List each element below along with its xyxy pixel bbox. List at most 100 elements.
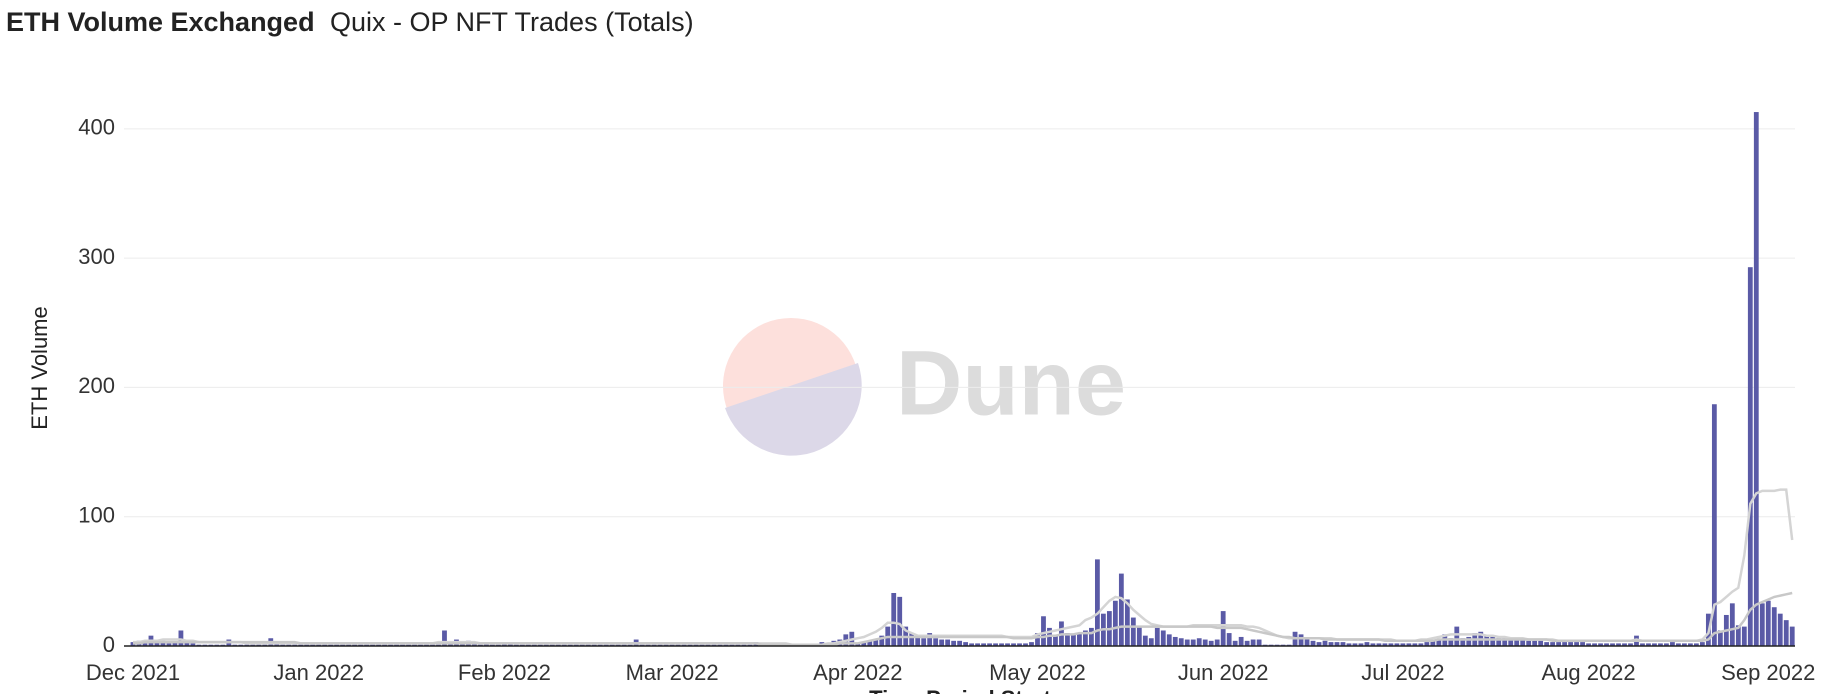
bar bbox=[909, 633, 915, 646]
bar bbox=[442, 630, 447, 646]
bar bbox=[1160, 630, 1166, 646]
bar bbox=[1340, 642, 1346, 646]
y-tick-label: 0 bbox=[103, 632, 115, 657]
bar bbox=[166, 643, 172, 646]
bar bbox=[897, 596, 903, 646]
bar bbox=[1412, 643, 1418, 646]
bar bbox=[1094, 559, 1100, 646]
bar bbox=[987, 643, 992, 646]
x-axis-label: Time Period Start bbox=[869, 686, 1051, 694]
bar bbox=[1616, 643, 1621, 646]
bar bbox=[160, 640, 166, 646]
x-tick-label: Jan 2022 bbox=[273, 660, 364, 685]
bar bbox=[1508, 639, 1514, 646]
bar bbox=[1190, 639, 1196, 646]
bar bbox=[1202, 639, 1208, 646]
bar bbox=[1490, 636, 1496, 646]
x-tick-label: Jun 2022 bbox=[1178, 660, 1269, 685]
x-tick-label: Feb 2022 bbox=[458, 660, 551, 685]
bar bbox=[1664, 643, 1669, 646]
bar bbox=[142, 643, 148, 646]
bar bbox=[1454, 626, 1460, 646]
bar bbox=[1166, 634, 1172, 646]
bar bbox=[1532, 640, 1538, 646]
bar bbox=[1118, 573, 1124, 646]
bar bbox=[891, 592, 897, 646]
bar bbox=[1208, 640, 1214, 646]
bar bbox=[501, 643, 507, 646]
bar bbox=[472, 643, 477, 646]
bar bbox=[999, 643, 1004, 646]
bar bbox=[1448, 638, 1454, 646]
bar bbox=[1077, 633, 1082, 646]
bar bbox=[915, 636, 921, 646]
bar bbox=[1789, 626, 1795, 646]
bar bbox=[1130, 617, 1136, 646]
bar bbox=[1364, 642, 1370, 646]
bar bbox=[969, 643, 974, 646]
chart-subtitle: Quix - OP NFT Trades (Totals) bbox=[330, 7, 694, 37]
line bbox=[133, 488, 1794, 646]
bar bbox=[1089, 627, 1094, 646]
bar bbox=[1310, 640, 1316, 646]
bar bbox=[1334, 642, 1340, 646]
bar bbox=[1747, 267, 1753, 646]
bar bbox=[1556, 642, 1562, 646]
bar bbox=[1652, 643, 1657, 646]
bar bbox=[1436, 639, 1442, 646]
bar bbox=[1352, 643, 1358, 646]
bar bbox=[1418, 643, 1424, 646]
bar bbox=[1154, 627, 1160, 646]
bar bbox=[1148, 638, 1154, 646]
bar bbox=[190, 643, 196, 646]
bar bbox=[1460, 638, 1466, 646]
bar bbox=[1430, 640, 1436, 646]
bar bbox=[1226, 633, 1232, 646]
bar bbox=[873, 639, 879, 646]
bar bbox=[1502, 638, 1508, 646]
bar bbox=[1592, 643, 1597, 646]
bar bbox=[1394, 643, 1400, 646]
x-tick-label: Aug 2022 bbox=[1541, 660, 1635, 685]
bar bbox=[1717, 630, 1723, 646]
bar bbox=[1586, 643, 1591, 646]
bar bbox=[1693, 643, 1699, 646]
bar bbox=[1244, 640, 1250, 646]
x-tick-label: Dec 2021 bbox=[86, 660, 180, 685]
bar bbox=[1688, 643, 1693, 646]
bar bbox=[879, 635, 885, 646]
bar bbox=[1112, 600, 1118, 646]
bar bbox=[1053, 635, 1058, 646]
bar bbox=[1011, 643, 1016, 646]
bar bbox=[1136, 626, 1142, 646]
bar bbox=[1232, 640, 1238, 646]
bar bbox=[927, 633, 933, 646]
bar bbox=[1658, 643, 1663, 646]
x-tick-label: May 2022 bbox=[989, 660, 1086, 685]
bar bbox=[1568, 642, 1573, 646]
bar bbox=[178, 630, 184, 646]
bar bbox=[1346, 643, 1352, 646]
x-tick-label: Jul 2022 bbox=[1361, 660, 1444, 685]
y-tick-label: 100 bbox=[78, 503, 115, 528]
bar bbox=[1214, 639, 1220, 646]
watermark-logo-part bbox=[725, 363, 862, 456]
bar bbox=[1526, 640, 1532, 646]
bar bbox=[1538, 640, 1544, 646]
bar bbox=[1370, 643, 1376, 646]
bar bbox=[1622, 643, 1627, 646]
bar bbox=[1316, 642, 1322, 646]
y-tick-label: 200 bbox=[78, 373, 115, 398]
bar bbox=[1238, 636, 1244, 646]
watermark-text: Dune bbox=[896, 332, 1126, 434]
bar bbox=[1184, 639, 1190, 646]
bar bbox=[867, 640, 873, 646]
bar bbox=[1005, 643, 1010, 646]
bar bbox=[1514, 639, 1520, 646]
x-tick-label: Mar 2022 bbox=[626, 660, 719, 685]
bar bbox=[1550, 642, 1556, 646]
bar bbox=[1466, 636, 1472, 646]
bar bbox=[1376, 643, 1382, 646]
bar bbox=[1676, 643, 1681, 646]
bar bbox=[1484, 635, 1490, 646]
